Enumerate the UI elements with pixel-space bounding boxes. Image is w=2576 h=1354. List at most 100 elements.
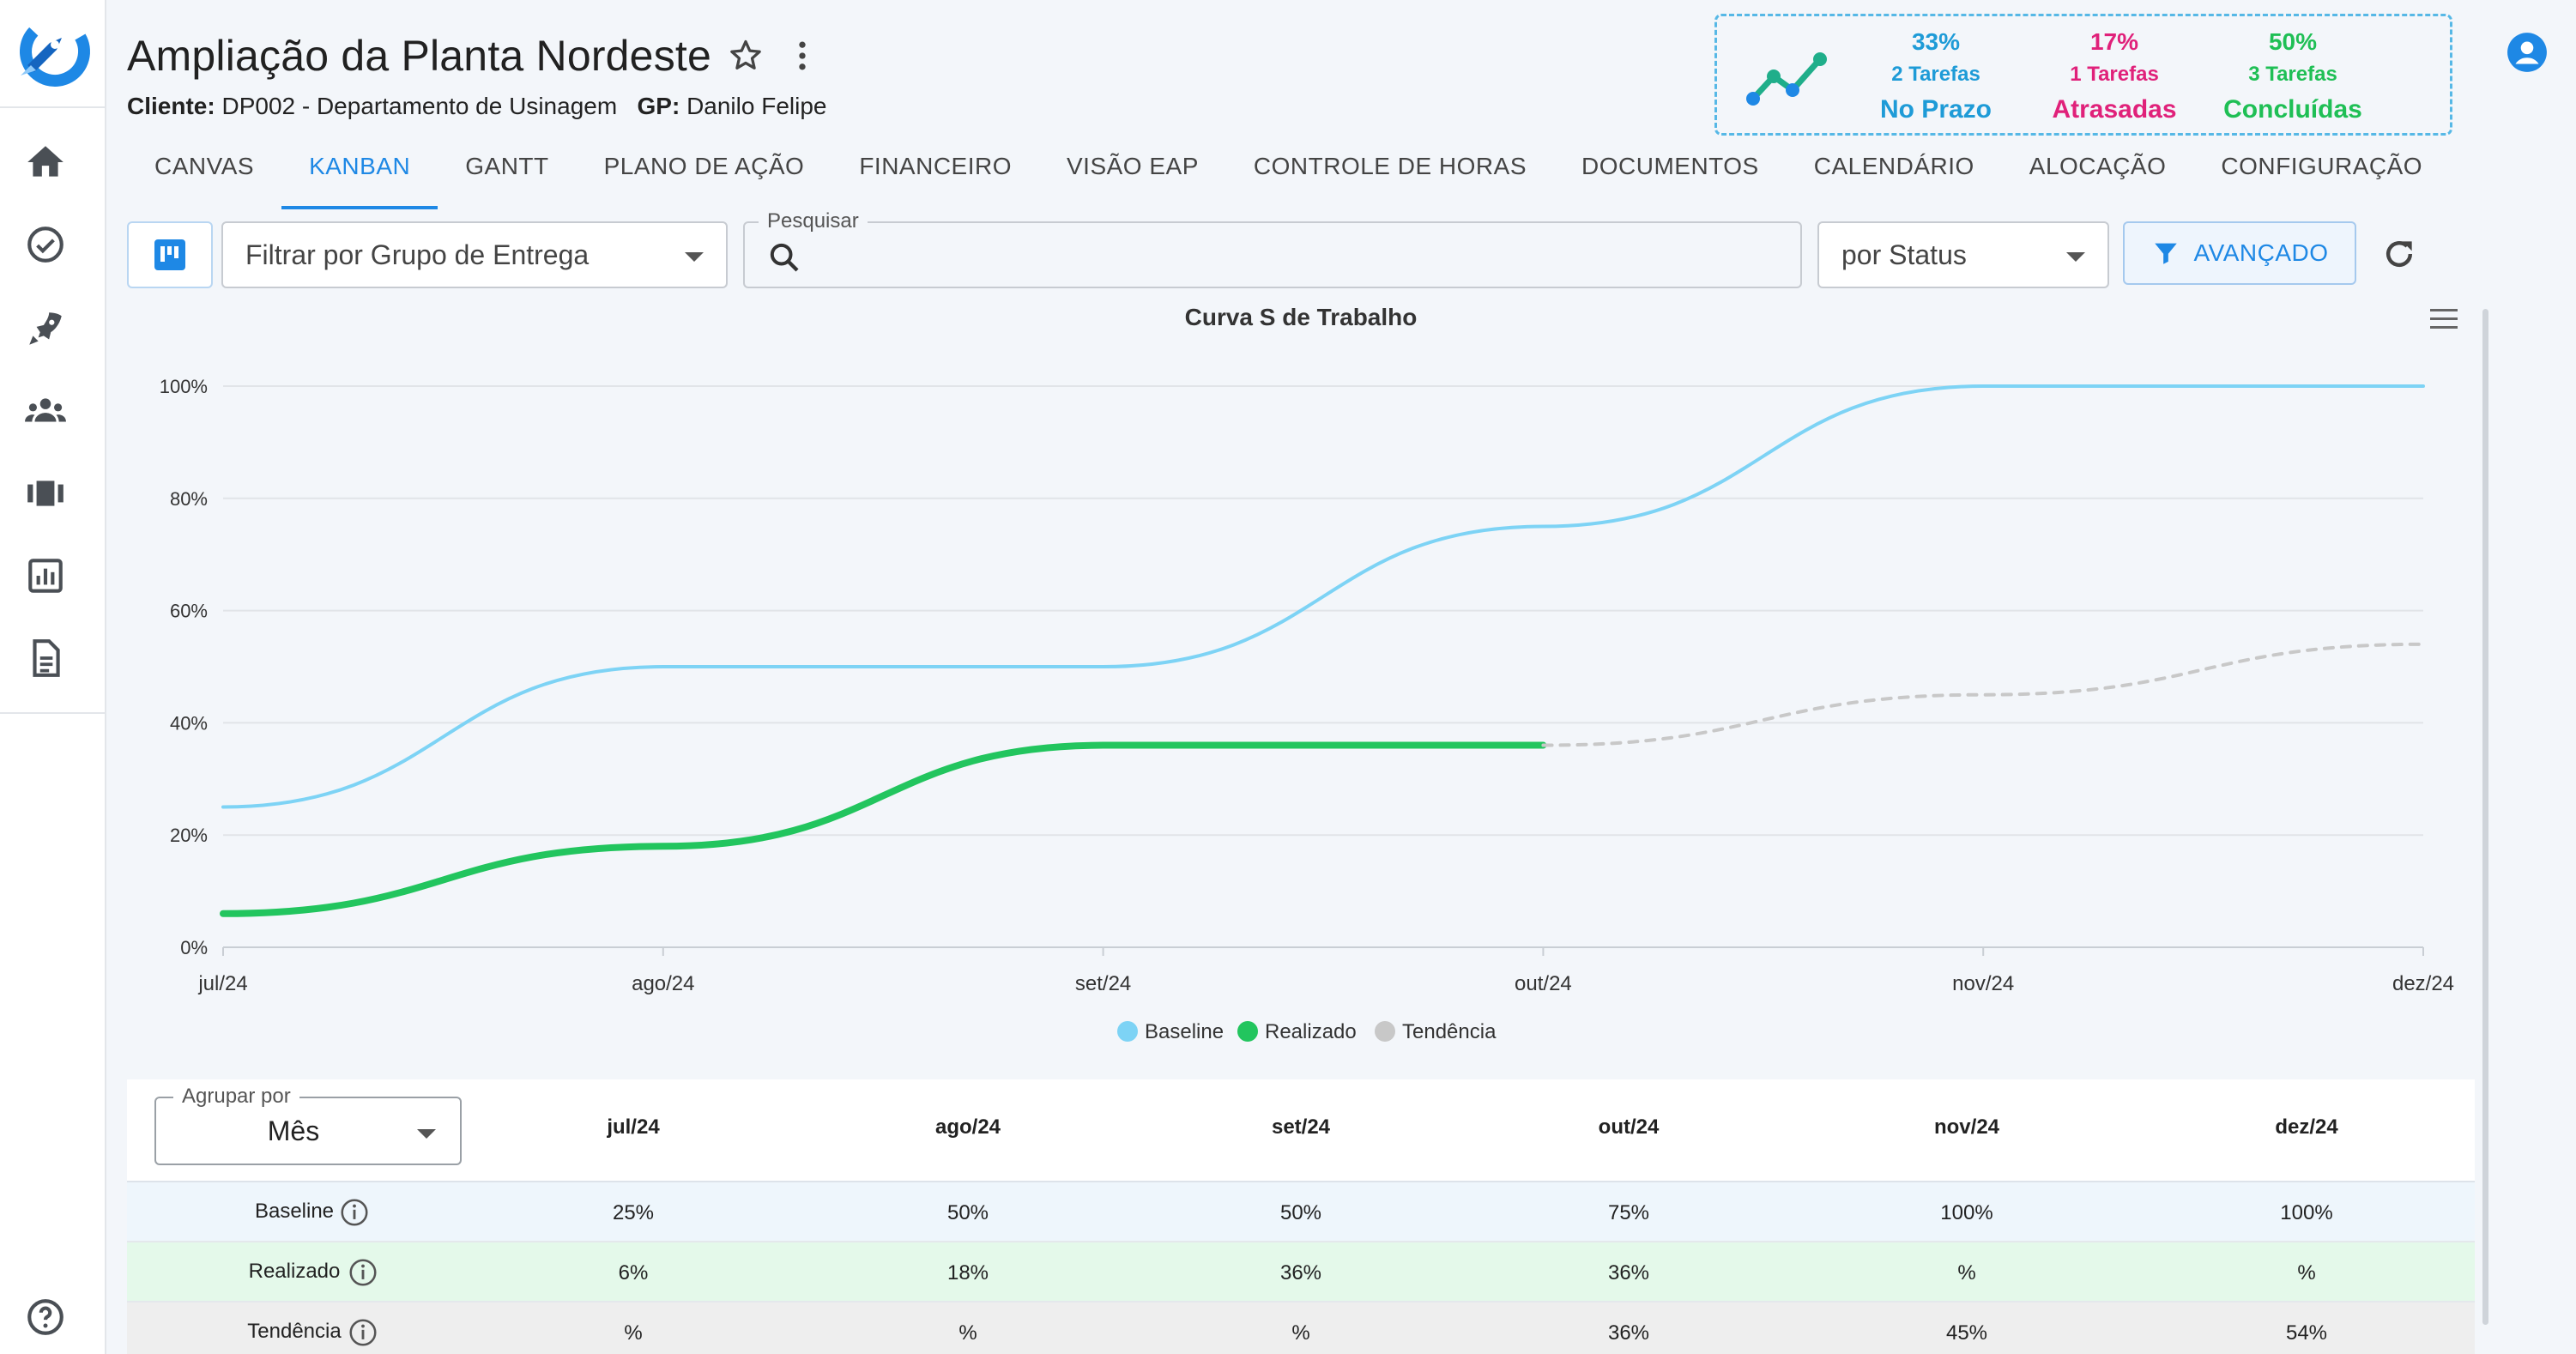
column-header: ago/24 xyxy=(934,1115,1001,1139)
kanban-view-button[interactable] xyxy=(127,221,213,288)
search-field[interactable]: Pesquisar xyxy=(743,209,1802,288)
status-value: por Status xyxy=(1841,239,1967,270)
rocket-icon[interactable] xyxy=(24,307,67,350)
info-icon[interactable] xyxy=(347,1256,379,1289)
table-cell: % xyxy=(624,1321,643,1345)
x-tick-label: ago/24 xyxy=(632,972,694,995)
column-header: out/24 xyxy=(1598,1115,1660,1139)
refresh-icon[interactable] xyxy=(2380,235,2418,273)
search-label: Pesquisar xyxy=(759,209,868,233)
table-cell: % xyxy=(2297,1261,2316,1284)
legend-marker xyxy=(1237,1021,1258,1042)
tab-financeiro[interactable]: FINANCEIRO xyxy=(859,153,1012,179)
stat-label: Atrasadas xyxy=(2052,95,2177,124)
table-cell: 54% xyxy=(2285,1321,2328,1345)
y-tick-label: 60% xyxy=(170,601,208,622)
project-subtitle: Cliente: DP002 - Departamento de Usinage… xyxy=(127,93,826,120)
status-select[interactable]: por Status xyxy=(1817,221,2109,288)
row-label: Tendência xyxy=(247,1320,342,1343)
delivery-group-value: Filtrar por Grupo de Entrega xyxy=(245,239,590,270)
tab-aloca-o[interactable]: ALOCAÇÃO xyxy=(2029,153,2167,179)
stat-count: 2 Tarefas xyxy=(1891,63,1980,86)
carousel-icon[interactable] xyxy=(24,472,67,515)
scrollbar[interactable] xyxy=(2482,309,2488,1325)
star-icon[interactable] xyxy=(727,37,765,75)
kanban-icon xyxy=(154,239,185,270)
sidebar xyxy=(0,0,106,1354)
delivery-group-select[interactable]: Filtrar por Grupo de Entrega xyxy=(221,221,728,288)
legend-label: Realizado xyxy=(1265,1020,1357,1043)
stat-count: 3 Tarefas xyxy=(2248,63,2337,86)
series-line-tendência xyxy=(1541,642,2425,747)
groups-icon[interactable] xyxy=(24,390,67,432)
table-cell: 50% xyxy=(1279,1201,1322,1224)
x-tick-label: nov/24 xyxy=(1952,972,2014,995)
filter-icon xyxy=(2154,243,2177,264)
x-tick-label: out/24 xyxy=(1515,972,1572,995)
advanced-filter-label: AVANÇADO xyxy=(2193,239,2329,266)
tab-configura-o[interactable]: CONFIGURAÇÃO xyxy=(2221,153,2423,179)
row-label: Realizado xyxy=(248,1260,341,1283)
advanced-filter-button[interactable]: AVANÇADO xyxy=(2123,221,2356,285)
y-tick-label: 20% xyxy=(170,825,208,846)
tab-vis-o-eap[interactable]: VISÃO EAP xyxy=(1067,153,1199,179)
tab-documentos[interactable]: DOCUMENTOS xyxy=(1581,153,1759,179)
stat-label: No Prazo xyxy=(1879,95,1992,124)
tab-kanban[interactable]: KANBAN xyxy=(281,141,438,209)
column-header: dez/24 xyxy=(2275,1115,2338,1139)
stat-count: 1 Tarefas xyxy=(2070,63,2159,86)
title-row: Ampliação da Planta Nordeste xyxy=(127,31,821,81)
tab-controle-de-horas[interactable]: CONTROLE DE HORAS xyxy=(1253,153,1527,179)
info-icon[interactable] xyxy=(347,1316,379,1349)
help-icon[interactable] xyxy=(24,1296,67,1339)
group-by-label: Agrupar por xyxy=(173,1085,299,1109)
info-icon[interactable] xyxy=(338,1196,371,1229)
app-logo[interactable] xyxy=(12,12,93,89)
y-tick-label: 100% xyxy=(160,376,208,397)
stat-on-time: 33% 2 Tarefas No Prazo xyxy=(1850,28,2022,124)
table-cell: 36% xyxy=(1279,1261,1322,1284)
table-row-baseline: Baseline 25% 50% 50% 75% 100% 100% xyxy=(127,1182,2475,1242)
report-icon[interactable] xyxy=(24,554,67,597)
tab-calend-rio[interactable]: CALENDÁRIO xyxy=(1813,153,1974,179)
table-cell: 6% xyxy=(618,1261,649,1284)
chevron-down-icon xyxy=(685,252,704,262)
chevron-down-icon xyxy=(417,1129,436,1139)
chart-menu-icon[interactable] xyxy=(2427,304,2461,335)
x-tick-label: dez/24 xyxy=(2392,972,2454,995)
tab-bar: CANVAS KANBAN GANTT PLANO DE AÇÃO FINANCEIRO… xyxy=(127,141,2450,209)
s-curve-chart: 0% 20% 40% 60% 80% 100% jul/24 ago/24 set/24 out/… xyxy=(160,376,2454,1043)
stat-late: 17% 1 Tarefas Atrasadas xyxy=(2029,28,2200,124)
search-icon xyxy=(770,243,799,272)
check-circle-icon[interactable] xyxy=(24,223,67,266)
row-label: Baseline xyxy=(254,1200,335,1223)
document-icon[interactable] xyxy=(24,637,67,680)
table-row-realizado: Realizado 6% 18% 36% 36%%% xyxy=(127,1242,2475,1303)
home-icon[interactable] xyxy=(24,141,67,184)
table-cell: % xyxy=(1291,1321,1310,1345)
y-tick-label: 80% xyxy=(170,488,208,510)
y-tick-label: 0% xyxy=(180,937,208,958)
column-header: nov/24 xyxy=(1933,1115,2000,1139)
table-cell: 45% xyxy=(1945,1321,1988,1345)
page-title: Ampliação da Planta Nordeste xyxy=(127,32,711,80)
more-vert-icon[interactable] xyxy=(783,37,821,75)
group-by-select[interactable]: Agrupar por Mês xyxy=(154,1085,462,1165)
stat-label: Concluídas xyxy=(2223,95,2362,124)
account-icon[interactable] xyxy=(2506,31,2549,74)
table-cell: 100% xyxy=(1940,1201,1993,1224)
stat-percent: 17% xyxy=(2089,28,2139,55)
tab-gantt[interactable]: GANTT xyxy=(465,153,549,179)
gp-label: GP: xyxy=(637,93,680,119)
table-cell: 75% xyxy=(1607,1201,1650,1224)
stat-percent: 50% xyxy=(2268,28,2318,55)
series-line-realizado xyxy=(220,741,1547,917)
tab-canvas[interactable]: CANVAS xyxy=(154,153,255,179)
series-line-baseline xyxy=(221,384,2425,809)
table-cell: 36% xyxy=(1607,1261,1650,1284)
sidebar-divider xyxy=(0,712,105,714)
tab-plano-de-a-o[interactable]: PLANO DE AÇÃO xyxy=(603,153,805,179)
curve-table: Agrupar por Mês jul/24 ago/24 set/24 out/24… xyxy=(127,1079,2475,1354)
x-tick-label: jul/24 xyxy=(197,972,247,995)
search-input[interactable] xyxy=(819,239,1677,273)
